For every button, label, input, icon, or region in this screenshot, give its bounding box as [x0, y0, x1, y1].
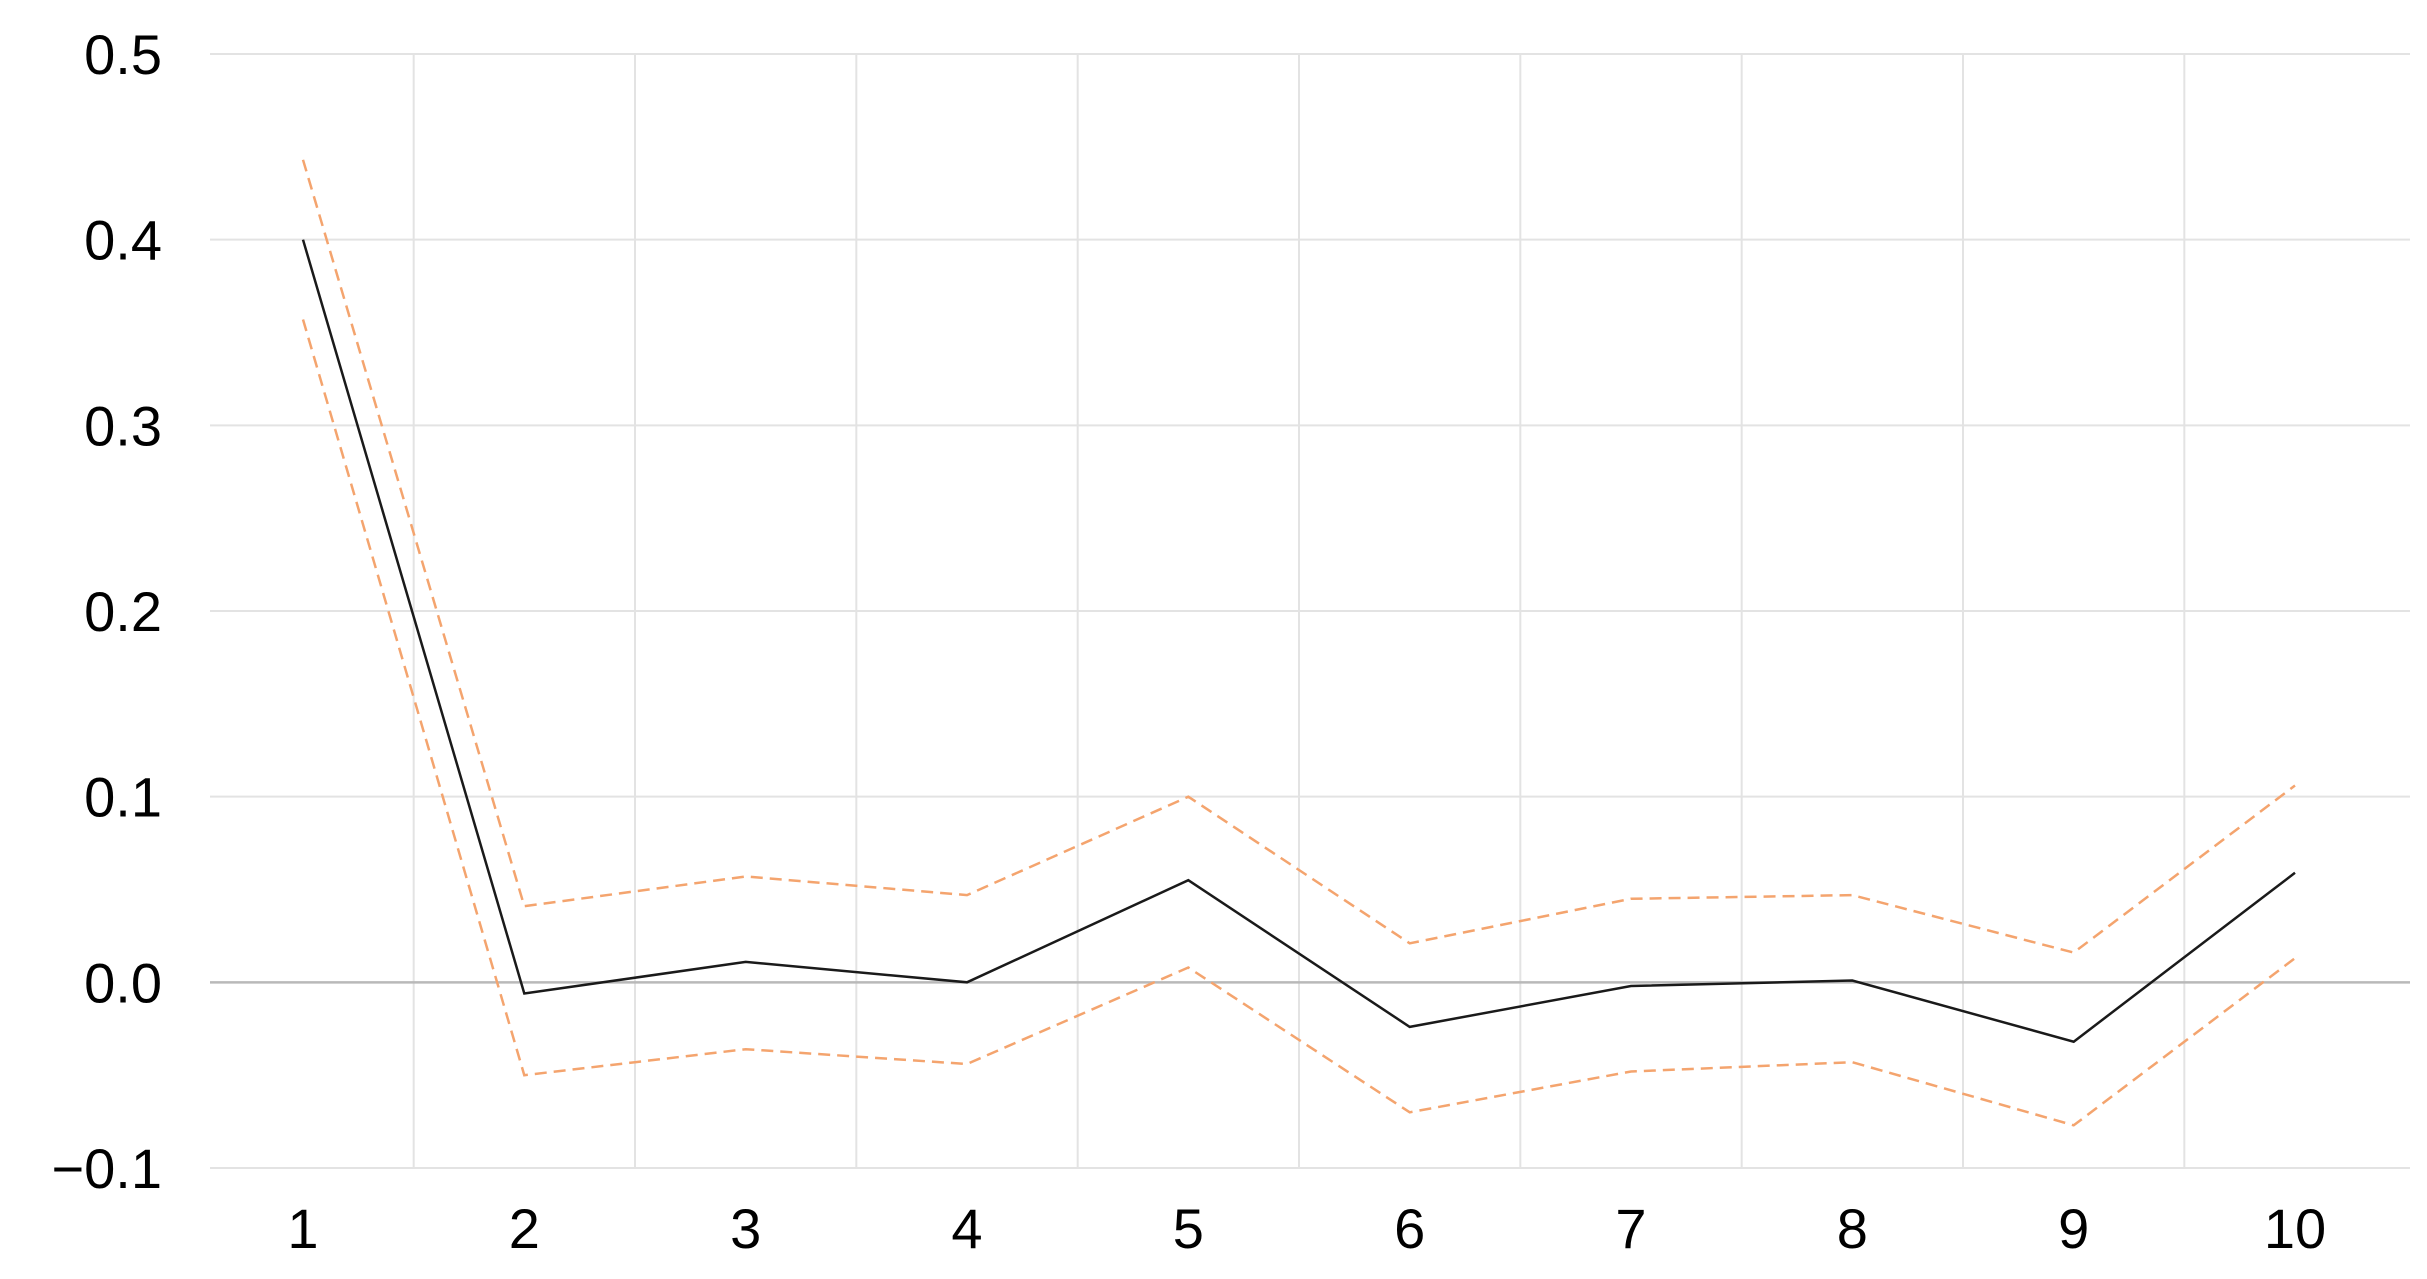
y-tick-label: 0.3: [84, 394, 162, 457]
y-tick-label: 0.4: [84, 209, 162, 272]
x-tick-label: 1: [287, 1197, 318, 1260]
series-line-upper-bound: [301, 159, 2296, 954]
y-tick-label: 0.2: [84, 580, 162, 643]
y-tick-label: 0.0: [84, 951, 162, 1014]
x-tick-label: 2: [509, 1197, 540, 1260]
x-tick-label: 8: [1837, 1197, 1868, 1260]
x-tick-label: 10: [2264, 1197, 2326, 1260]
series-line-lower-bound: [301, 319, 2296, 1127]
x-axis-tick-labels: 1 2 3 4 5 6 7 8 9 10: [287, 1197, 2326, 1260]
y-tick-label: 0.1: [84, 766, 162, 829]
series-line-estimate: [301, 239, 2296, 1044]
x-tick-label: 7: [1615, 1197, 1646, 1260]
y-axis-tick-labels: −0.1 0.0 0.1 0.2 0.3 0.4 0.5: [51, 23, 162, 1200]
x-tick-label: 5: [1173, 1197, 1204, 1260]
x-tick-label: 6: [1394, 1197, 1425, 1260]
grid-layer: [210, 53, 2410, 1169]
y-tick-label: −0.1: [51, 1137, 162, 1200]
x-tick-label: 9: [2058, 1197, 2089, 1260]
series-layer: [301, 159, 2296, 1127]
x-tick-label: 4: [951, 1197, 982, 1260]
x-tick-label: 3: [730, 1197, 761, 1260]
y-tick-label: 0.5: [84, 23, 162, 86]
